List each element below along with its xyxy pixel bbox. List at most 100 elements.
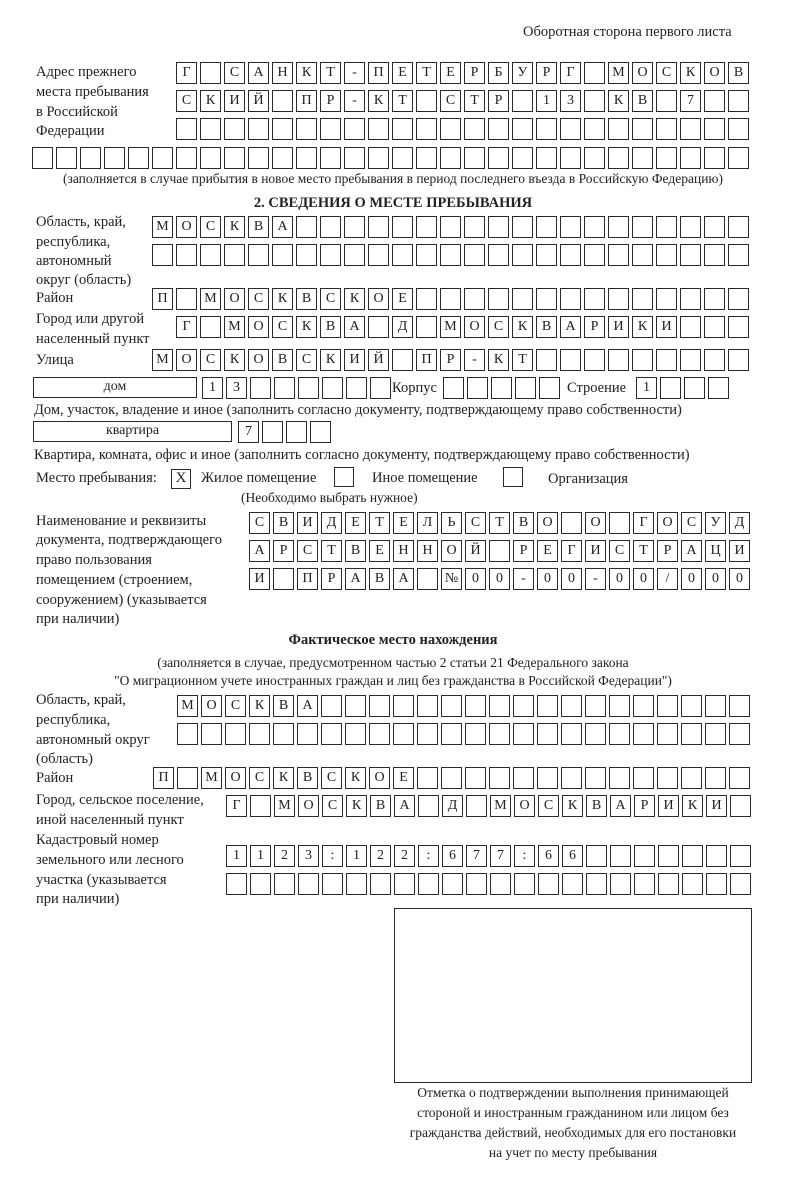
char-cell[interactable]: [632, 244, 653, 266]
char-cell[interactable]: Р: [464, 62, 485, 84]
char-cell[interactable]: К: [224, 349, 245, 371]
char-cell[interactable]: 0: [609, 568, 630, 590]
char-cell[interactable]: А: [249, 540, 270, 562]
char-cell[interactable]: [273, 568, 294, 590]
char-cell[interactable]: К: [632, 316, 653, 338]
char-cell[interactable]: [466, 795, 487, 817]
char-cell[interactable]: [298, 873, 319, 895]
char-cell[interactable]: С: [656, 62, 677, 84]
char-cell[interactable]: [704, 216, 725, 238]
char-cell[interactable]: [344, 118, 365, 140]
char-cell[interactable]: [584, 349, 605, 371]
char-cell[interactable]: Е: [392, 62, 413, 84]
char-cell[interactable]: [682, 845, 703, 867]
char-cell[interactable]: -: [344, 90, 365, 112]
char-cell[interactable]: П: [296, 90, 317, 112]
char-cell[interactable]: [321, 695, 342, 717]
checkbox-residential[interactable]: X: [171, 469, 191, 489]
char-cell[interactable]: [369, 695, 390, 717]
char-cell[interactable]: [680, 316, 701, 338]
char-cell[interactable]: [176, 147, 197, 169]
char-cell[interactable]: 2: [274, 845, 295, 867]
char-cell[interactable]: [440, 147, 461, 169]
char-cell[interactable]: [80, 147, 101, 169]
char-cell[interactable]: [513, 767, 534, 789]
char-cell[interactable]: Н: [417, 540, 438, 562]
char-cell[interactable]: К: [249, 695, 270, 717]
apartment-number-row[interactable]: 7: [238, 421, 331, 443]
char-cell[interactable]: [706, 845, 727, 867]
char-cell[interactable]: [704, 147, 725, 169]
char-cell[interactable]: У: [705, 512, 726, 534]
char-cell[interactable]: [248, 147, 269, 169]
char-cell[interactable]: Е: [392, 288, 413, 310]
char-cell[interactable]: 1: [636, 377, 657, 399]
char-cell[interactable]: 7: [238, 421, 259, 443]
char-cell[interactable]: В: [297, 767, 318, 789]
char-cell[interactable]: [440, 244, 461, 266]
char-cell[interactable]: [297, 723, 318, 745]
char-cell[interactable]: [512, 244, 533, 266]
char-cell[interactable]: [656, 90, 677, 112]
char-cell[interactable]: [584, 147, 605, 169]
char-cell[interactable]: И: [729, 540, 750, 562]
char-cell[interactable]: [633, 767, 654, 789]
char-cell[interactable]: О: [248, 316, 269, 338]
char-cell[interactable]: [584, 90, 605, 112]
char-cell[interactable]: В: [728, 62, 749, 84]
char-cell[interactable]: 0: [729, 568, 750, 590]
char-cell[interactable]: [465, 695, 486, 717]
char-cell[interactable]: [728, 147, 749, 169]
char-cell[interactable]: М: [177, 695, 198, 717]
char-cell[interactable]: Ь: [441, 512, 462, 534]
char-cell[interactable]: [298, 377, 319, 399]
char-cell[interactable]: К: [296, 62, 317, 84]
char-cell[interactable]: К: [320, 349, 341, 371]
char-cell[interactable]: Р: [584, 316, 605, 338]
char-cell[interactable]: Р: [320, 90, 341, 112]
char-cell[interactable]: [417, 723, 438, 745]
char-cell[interactable]: [728, 216, 749, 238]
char-cell[interactable]: К: [682, 795, 703, 817]
document-row-3[interactable]: И П Р А В А № 0 0-0 0-0 0/0 0 0: [249, 568, 750, 590]
char-cell[interactable]: -: [585, 568, 606, 590]
char-cell[interactable]: [177, 723, 198, 745]
char-cell[interactable]: [513, 695, 534, 717]
char-cell[interactable]: [370, 873, 391, 895]
char-cell[interactable]: [274, 873, 295, 895]
char-cell[interactable]: [464, 244, 485, 266]
char-cell[interactable]: [296, 244, 317, 266]
char-cell[interactable]: Р: [536, 62, 557, 84]
char-cell[interactable]: М: [200, 288, 221, 310]
char-cell[interactable]: [488, 288, 509, 310]
cadastral-row-2[interactable]: [226, 873, 751, 895]
char-cell[interactable]: [634, 845, 655, 867]
char-cell[interactable]: 3: [226, 377, 247, 399]
char-cell[interactable]: П: [368, 62, 389, 84]
char-cell[interactable]: [226, 873, 247, 895]
char-cell[interactable]: [513, 723, 534, 745]
char-cell[interactable]: [560, 349, 581, 371]
char-cell[interactable]: И: [344, 349, 365, 371]
char-cell[interactable]: [634, 873, 655, 895]
char-cell[interactable]: 0: [465, 568, 486, 590]
char-cell[interactable]: [728, 118, 749, 140]
char-cell[interactable]: А: [394, 795, 415, 817]
char-cell[interactable]: В: [632, 90, 653, 112]
char-cell[interactable]: С: [465, 512, 486, 534]
char-cell[interactable]: [344, 216, 365, 238]
char-cell[interactable]: [680, 244, 701, 266]
actual-region-row-2[interactable]: [177, 723, 750, 745]
char-cell[interactable]: О: [632, 62, 653, 84]
char-cell[interactable]: 7: [680, 90, 701, 112]
char-cell[interactable]: Р: [513, 540, 534, 562]
char-cell[interactable]: [730, 845, 751, 867]
char-cell[interactable]: -: [513, 568, 534, 590]
char-cell[interactable]: [536, 288, 557, 310]
char-cell[interactable]: С: [249, 767, 270, 789]
char-cell[interactable]: [586, 845, 607, 867]
char-cell[interactable]: [394, 873, 415, 895]
